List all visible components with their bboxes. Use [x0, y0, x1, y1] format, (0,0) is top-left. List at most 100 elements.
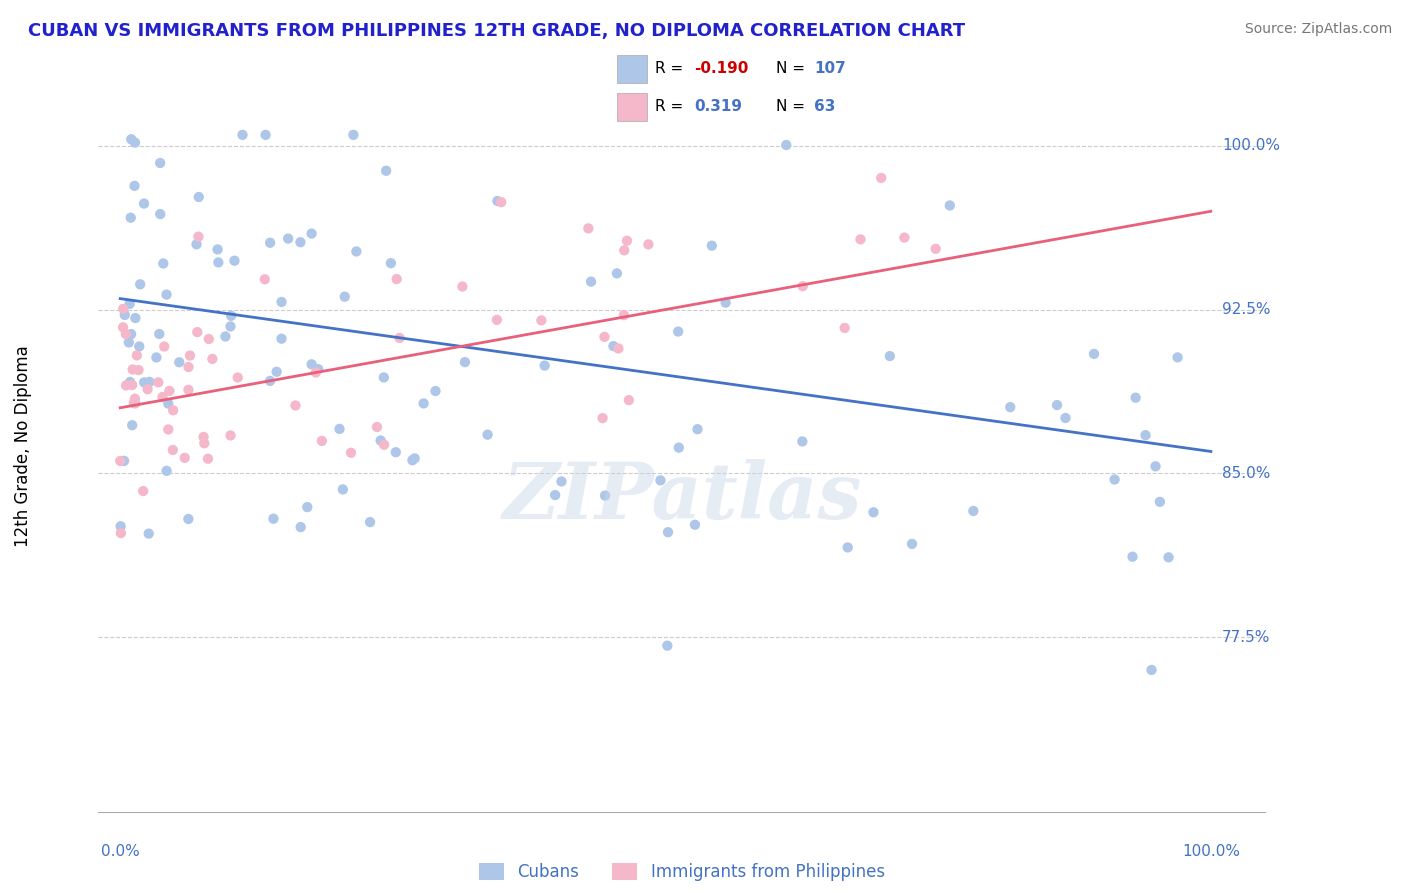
Text: ZIPatlas: ZIPatlas [502, 459, 862, 535]
Text: N =: N = [776, 61, 806, 76]
Point [370, 434, 392, 448]
Point [617, 393, 640, 408]
Point [198, 332, 221, 346]
Point [1083, 347, 1105, 361]
Point [1125, 391, 1147, 405]
Point [375, 163, 398, 178]
Point [162, 403, 184, 417]
Point [124, 178, 146, 193]
Point [1144, 459, 1167, 474]
Point [162, 442, 184, 457]
Point [266, 365, 288, 379]
Point [114, 308, 136, 322]
Point [401, 453, 423, 467]
Point [148, 326, 170, 341]
Point [132, 483, 155, 498]
Point [152, 256, 174, 270]
Point [301, 357, 323, 371]
Point [112, 320, 135, 334]
Point [385, 272, 408, 286]
Point [1000, 400, 1022, 414]
Point [870, 170, 893, 185]
Point [380, 256, 402, 270]
Point [262, 511, 284, 525]
Point [177, 512, 200, 526]
Point [207, 243, 229, 257]
Point [149, 207, 172, 221]
Point [169, 355, 191, 369]
Point [115, 378, 138, 392]
Text: 0.319: 0.319 [695, 99, 742, 114]
Point [297, 500, 319, 515]
Point [124, 311, 146, 326]
Text: CUBAN VS IMMIGRANTS FROM PHILIPPINES 12TH GRADE, NO DIPLOMA CORRELATION CHART: CUBAN VS IMMIGRANTS FROM PHILIPPINES 12T… [28, 22, 966, 40]
Point [544, 488, 567, 502]
Point [849, 232, 872, 246]
Point [550, 475, 572, 489]
Point [425, 384, 447, 398]
Point [657, 639, 679, 653]
Point [226, 370, 249, 384]
Point [214, 329, 236, 343]
Point [115, 327, 138, 342]
Point [485, 313, 508, 327]
Text: Source: ZipAtlas.com: Source: ZipAtlas.com [1244, 22, 1392, 37]
Point [939, 198, 962, 212]
Point [650, 473, 672, 487]
Point [637, 237, 659, 252]
Point [290, 235, 312, 250]
Point [270, 295, 292, 310]
Point [962, 504, 984, 518]
Point [120, 211, 142, 225]
FancyBboxPatch shape [617, 54, 647, 83]
Point [124, 136, 146, 150]
Point [486, 194, 509, 208]
Point [259, 374, 281, 388]
Point [120, 132, 142, 146]
Point [197, 451, 219, 466]
Point [157, 396, 180, 410]
Point [201, 351, 224, 366]
Point [359, 515, 381, 529]
Point [118, 297, 141, 311]
Text: R =: R = [655, 99, 683, 114]
Point [157, 422, 180, 436]
Point [145, 351, 167, 365]
Point [366, 420, 388, 434]
Text: -0.190: -0.190 [695, 61, 748, 76]
Point [120, 327, 142, 342]
Point [1167, 351, 1189, 365]
Point [307, 362, 329, 376]
Point [127, 363, 149, 377]
Point [128, 339, 150, 353]
Point [277, 231, 299, 245]
Point [186, 325, 208, 339]
Point [129, 277, 152, 292]
Point [112, 454, 135, 468]
Point [231, 128, 253, 142]
Text: 100.0%: 100.0% [1182, 845, 1240, 860]
Point [187, 190, 209, 204]
Point [837, 541, 859, 555]
Text: 77.5%: 77.5% [1222, 630, 1271, 645]
Point [657, 525, 679, 540]
Point [384, 445, 406, 459]
Point [576, 221, 599, 235]
Point [714, 295, 737, 310]
Point [125, 348, 148, 362]
Point [606, 266, 628, 280]
Point [666, 325, 689, 339]
Point [179, 349, 201, 363]
Point [700, 238, 723, 252]
Point [388, 331, 411, 345]
Text: 63: 63 [814, 99, 837, 114]
Point [602, 339, 624, 353]
Point [121, 362, 143, 376]
Point [301, 227, 323, 241]
Point [373, 438, 395, 452]
Point [121, 378, 143, 392]
Point [148, 376, 170, 390]
Point [1121, 549, 1143, 564]
Point [530, 313, 553, 327]
Point [219, 309, 242, 323]
